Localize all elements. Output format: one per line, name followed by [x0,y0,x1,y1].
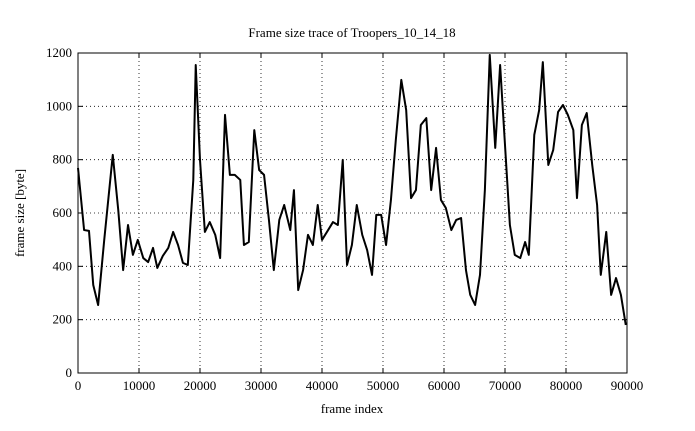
y-tick-label: 1200 [46,45,72,60]
x-tick-label: 80000 [550,378,583,393]
x-tick-label: 20000 [184,378,217,393]
x-tick-label: 0 [75,378,82,393]
x-tick-label: 10000 [123,378,156,393]
y-tick-label: 1000 [46,98,72,113]
x-tick-label: 60000 [428,378,461,393]
x-axis-label: frame index [321,401,384,416]
x-tick-label: 70000 [489,378,522,393]
x-tick-label: 50000 [367,378,400,393]
y-axis-label: frame size [byte] [12,169,27,257]
y-tick-label: 600 [53,205,73,220]
y-tick-label: 800 [53,152,73,167]
x-tick-label: 30000 [245,378,278,393]
y-tick-label: 400 [53,258,73,273]
y-tick-label: 200 [53,312,73,327]
x-tick-label: 90000 [611,378,644,393]
y-tick-label: 0 [66,365,73,380]
x-tick-label: 40000 [306,378,339,393]
chart-title: Frame size trace of Troopers_10_14_18 [248,25,455,40]
data-line [77,53,627,326]
